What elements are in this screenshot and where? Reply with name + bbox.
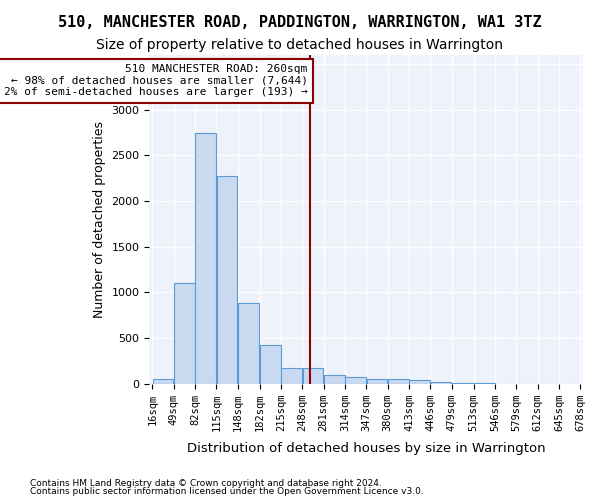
X-axis label: Distribution of detached houses by size in Warrington: Distribution of detached houses by size … xyxy=(187,442,545,455)
Bar xyxy=(281,368,302,384)
Text: 510, MANCHESTER ROAD, PADDINGTON, WARRINGTON, WA1 3TZ: 510, MANCHESTER ROAD, PADDINGTON, WARRIN… xyxy=(58,15,542,30)
Bar xyxy=(452,383,473,384)
Bar xyxy=(388,379,409,384)
Bar xyxy=(367,379,388,384)
Text: Contains public sector information licensed under the Open Government Licence v3: Contains public sector information licen… xyxy=(30,487,424,496)
Bar xyxy=(302,368,323,384)
Text: Size of property relative to detached houses in Warrington: Size of property relative to detached ho… xyxy=(97,38,503,52)
Bar xyxy=(409,380,430,384)
Bar xyxy=(431,382,451,384)
Text: 510 MANCHESTER ROAD: 260sqm
← 98% of detached houses are smaller (7,644)
2% of s: 510 MANCHESTER ROAD: 260sqm ← 98% of det… xyxy=(4,64,308,98)
Bar xyxy=(260,346,281,384)
Bar xyxy=(238,304,259,384)
Bar xyxy=(324,376,344,384)
Text: Contains HM Land Registry data © Crown copyright and database right 2024.: Contains HM Land Registry data © Crown c… xyxy=(30,478,382,488)
Y-axis label: Number of detached properties: Number of detached properties xyxy=(93,121,106,318)
Bar xyxy=(153,379,173,384)
Bar xyxy=(217,176,238,384)
Bar xyxy=(346,378,366,384)
Bar xyxy=(174,283,195,384)
Bar xyxy=(196,132,216,384)
